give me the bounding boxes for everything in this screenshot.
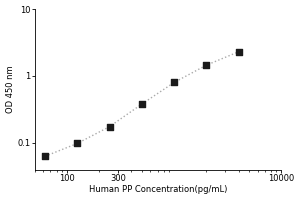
Y-axis label: OD 450 nm: OD 450 nm — [6, 65, 15, 113]
Point — [236, 50, 241, 53]
Point — [140, 102, 144, 106]
Point — [107, 125, 112, 128]
Point — [75, 142, 80, 145]
Point — [43, 155, 47, 158]
Point — [204, 64, 209, 67]
Point — [172, 81, 176, 84]
X-axis label: Human PP Concentration(pg/mL): Human PP Concentration(pg/mL) — [89, 185, 227, 194]
